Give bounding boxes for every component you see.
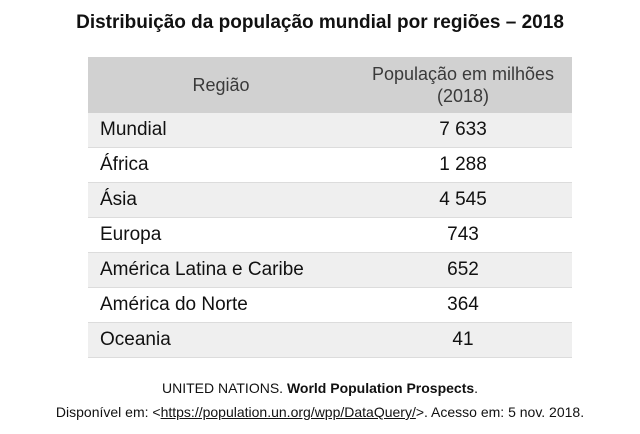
region-cell: América do Norte: [88, 287, 354, 323]
population-cell: 1 288: [354, 147, 572, 183]
table-header-row: Região População em milhões (2018): [88, 57, 572, 113]
source-period: .: [474, 380, 479, 396]
source-availability: Disponível em: <https://population.un.or…: [0, 402, 640, 422]
table-row: Europa 743: [88, 217, 572, 253]
population-cell: 652: [354, 252, 572, 288]
table-row: Mundial 7 633: [88, 113, 572, 148]
region-cell: Europa: [88, 217, 354, 253]
population-cell: 7 633: [354, 113, 572, 148]
source-org: UNITED NATIONS.: [161, 380, 284, 396]
table-row: Oceania 41: [88, 322, 572, 358]
region-cell: Ásia: [88, 182, 354, 218]
population-table: Região População em milhões (2018) Mundi…: [88, 57, 572, 358]
table-row: América do Norte 364: [88, 287, 572, 323]
population-cell: 41: [354, 322, 572, 358]
table-row: América Latina e Caribe 652: [88, 252, 572, 288]
source-link[interactable]: https://population.un.org/wpp/DataQuery/: [160, 404, 416, 420]
table-row: Ásia 4 545: [88, 182, 572, 218]
region-cell: América Latina e Caribe: [88, 252, 354, 288]
page-title: Distribuição da população mundial por re…: [76, 12, 564, 33]
source-citation: UNITED NATIONS. World Population Prospec…: [0, 378, 640, 398]
column-header-population: População em milhões (2018): [354, 57, 572, 113]
region-cell: Mundial: [88, 113, 354, 148]
availability-suffix: >. Acesso em: 5 nov. 2018.: [415, 404, 585, 420]
region-cell: África: [88, 147, 354, 183]
table-row: África 1 288: [88, 147, 572, 183]
population-cell: 743: [354, 217, 572, 253]
availability-prefix: Disponível em: <: [55, 404, 161, 420]
population-cell: 364: [354, 287, 572, 323]
population-cell: 4 545: [354, 182, 572, 218]
source-work-title: World Population Prospects: [286, 380, 475, 396]
region-cell: Oceania: [88, 322, 354, 358]
column-header-region: Região: [88, 57, 354, 113]
